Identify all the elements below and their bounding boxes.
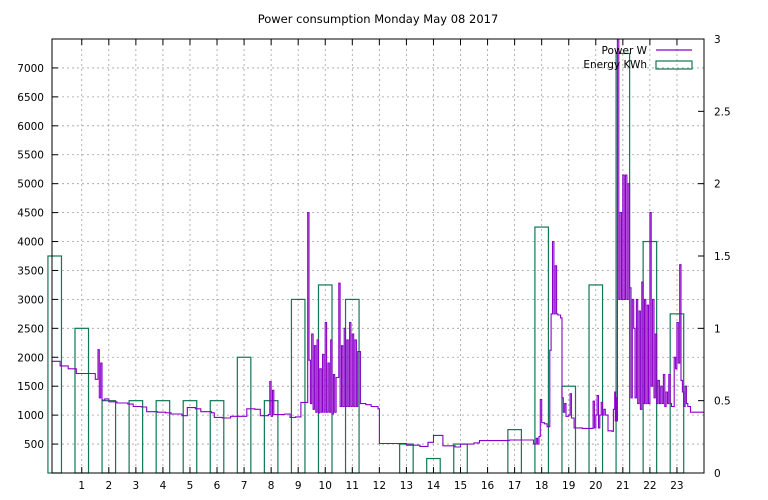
energy-bar bbox=[507, 429, 522, 474]
energy-bar bbox=[182, 400, 198, 474]
y-right-tick-label: 1.5 bbox=[714, 251, 731, 263]
x-tick-label: 13 bbox=[400, 480, 413, 492]
x-tick-label: 23 bbox=[670, 480, 683, 492]
energy-bar bbox=[155, 400, 171, 474]
x-tick-label: 6 bbox=[214, 480, 221, 492]
energy-bar bbox=[101, 400, 117, 474]
y-left-tick-label: 2000 bbox=[17, 352, 44, 364]
x-tick-label: 10 bbox=[319, 480, 332, 492]
x-tick-label: 7 bbox=[241, 480, 248, 492]
x-tick-label: 1 bbox=[78, 480, 85, 492]
y-left-tick-label: 4500 bbox=[17, 208, 44, 220]
x-tick-label: 19 bbox=[562, 480, 575, 492]
x-tick-label: 9 bbox=[295, 480, 302, 492]
x-tick-label: 8 bbox=[268, 480, 275, 492]
x-tick-label: 4 bbox=[160, 480, 167, 492]
x-tick-label: 20 bbox=[589, 480, 602, 492]
x-tick-label: 18 bbox=[535, 480, 548, 492]
power-line-group bbox=[52, 38, 704, 448]
x-tick-label: 3 bbox=[133, 480, 140, 492]
y-right-tick-label: 3 bbox=[714, 34, 721, 46]
x-tick-label: 15 bbox=[454, 480, 467, 492]
y-left-tick-label: 5500 bbox=[17, 150, 44, 162]
power-line bbox=[52, 38, 704, 448]
y-left-tick-label: 500 bbox=[24, 439, 44, 451]
y-left-tick-label: 3500 bbox=[17, 265, 44, 277]
y-right-tick-label: 2 bbox=[714, 179, 721, 191]
x-tick-label: 16 bbox=[481, 480, 495, 492]
energy-bar bbox=[128, 400, 144, 474]
legend-label-power: Power W bbox=[602, 45, 648, 57]
y-right-tick-label: 0.5 bbox=[714, 396, 731, 408]
y-left-tick-label: 1500 bbox=[17, 381, 44, 393]
legend-label-energy: Energy KWh bbox=[583, 59, 647, 71]
x-tick-label: 5 bbox=[187, 480, 194, 492]
y-left-tick-label: 4000 bbox=[17, 237, 44, 249]
x-tick-label: 14 bbox=[427, 480, 441, 492]
energy-bar bbox=[47, 255, 63, 474]
y-right-tick-label: 2.5 bbox=[714, 106, 731, 118]
y-left-tick-label: 6500 bbox=[17, 92, 44, 104]
chart-title: Power consumption Monday May 08 2017 bbox=[258, 12, 499, 26]
y-left-tick-label: 2500 bbox=[17, 323, 44, 335]
y-left-tick-label: 1000 bbox=[17, 410, 44, 422]
x-tick-label: 11 bbox=[346, 480, 359, 492]
y-right-tick-label: 1 bbox=[714, 323, 721, 335]
y-left-tick-label: 3000 bbox=[17, 294, 44, 306]
x-tick-label: 17 bbox=[508, 480, 521, 492]
y-left-tick-label: 5000 bbox=[17, 179, 44, 191]
y-right-tick-label: 0 bbox=[714, 468, 721, 480]
y-left-tick-label: 7000 bbox=[17, 63, 44, 75]
x-tick-label: 22 bbox=[643, 480, 656, 492]
x-tick-label: 12 bbox=[373, 480, 386, 492]
x-tick-label: 2 bbox=[105, 480, 112, 492]
energy-bar bbox=[209, 400, 225, 474]
y-left-tick-label: 6000 bbox=[17, 121, 44, 133]
legend-swatch-energy bbox=[655, 60, 693, 70]
legend: Power W Energy KWh bbox=[583, 45, 693, 71]
energy-bars bbox=[47, 52, 685, 474]
axis-ticks: 1 2 3 4 5 6 7 8 9 10 11 12 13 14 15 16 17 18 19 20 21 22 23500… bbox=[17, 34, 730, 492]
x-tick-label: 21 bbox=[616, 480, 629, 492]
